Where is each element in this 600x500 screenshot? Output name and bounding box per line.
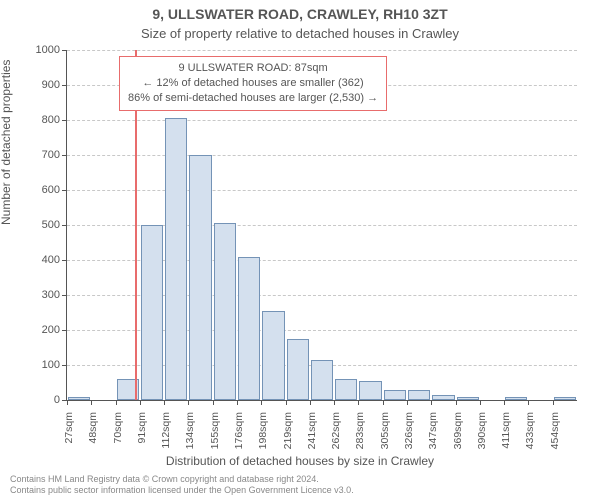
histogram-bar <box>554 397 576 400</box>
histogram-bar <box>238 257 260 401</box>
xtick-label: 219sqm <box>282 412 294 472</box>
ytick-mark <box>62 190 67 191</box>
xtick-mark <box>358 400 359 405</box>
xtick-label: 283sqm <box>354 412 366 472</box>
xtick-label: 27sqm <box>63 412 75 472</box>
xtick-mark <box>116 400 117 405</box>
xtick-mark <box>480 400 481 405</box>
ytick-mark <box>62 50 67 51</box>
xtick-mark <box>383 400 384 405</box>
ytick-label: 300 <box>10 289 60 301</box>
xtick-label: 91sqm <box>136 412 148 472</box>
xtick-label: 347sqm <box>427 412 439 472</box>
xtick-label: 155sqm <box>209 412 221 472</box>
histogram-bar <box>384 390 406 401</box>
gridline <box>67 120 577 121</box>
xtick-mark <box>431 400 432 405</box>
xtick-label: 326sqm <box>403 412 415 472</box>
ytick-label: 1000 <box>10 44 60 56</box>
histogram-bar <box>408 390 430 401</box>
xtick-mark <box>91 400 92 405</box>
xtick-label: 262sqm <box>330 412 342 472</box>
info-box: 9 ULLSWATER ROAD: 87sqm ← 12% of detache… <box>119 56 387 111</box>
histogram-bar <box>505 397 527 401</box>
xtick-mark <box>286 400 287 405</box>
ytick-label: 400 <box>10 254 60 266</box>
histogram-bar <box>141 225 163 400</box>
attribution-line: Contains public sector information licen… <box>10 485 354 496</box>
histogram-bar <box>335 379 357 400</box>
ytick-label: 700 <box>10 149 60 161</box>
histogram-bar <box>165 118 187 400</box>
xtick-mark <box>164 400 165 405</box>
info-line: 9 ULLSWATER ROAD: 87sqm <box>128 61 378 76</box>
chart-plot-area: 9 ULLSWATER ROAD: 87sqm ← 12% of detache… <box>66 50 577 401</box>
histogram-bar <box>432 395 454 400</box>
xtick-mark <box>553 400 554 405</box>
xtick-mark <box>504 400 505 405</box>
ytick-label: 600 <box>10 184 60 196</box>
attribution-line: Contains HM Land Registry data © Crown c… <box>10 474 354 485</box>
histogram-bar <box>457 397 479 400</box>
page-title: 9, ULLSWATER ROAD, CRAWLEY, RH10 3ZT <box>0 6 600 22</box>
histogram-bar <box>68 397 90 401</box>
gridline <box>67 50 577 51</box>
histogram-bar <box>262 311 284 400</box>
xtick-mark <box>188 400 189 405</box>
ytick-label: 900 <box>10 79 60 91</box>
xtick-label: 198sqm <box>257 412 269 472</box>
info-line: ← 12% of detached houses are smaller (36… <box>128 76 378 91</box>
xtick-label: 411sqm <box>500 412 512 472</box>
xtick-mark <box>261 400 262 405</box>
histogram-bar <box>189 155 211 400</box>
histogram-bar <box>359 381 381 400</box>
xtick-mark <box>310 400 311 405</box>
attribution-text: Contains HM Land Registry data © Crown c… <box>10 474 354 497</box>
histogram-bar <box>287 339 309 400</box>
ytick-mark <box>62 155 67 156</box>
ytick-label: 200 <box>10 324 60 336</box>
ytick-mark <box>62 85 67 86</box>
ytick-label: 0 <box>10 394 60 406</box>
chart-subtitle: Size of property relative to detached ho… <box>0 26 600 41</box>
xtick-label: 390sqm <box>476 412 488 472</box>
ytick-label: 500 <box>10 219 60 231</box>
histogram-bar <box>214 223 236 400</box>
xtick-label: 433sqm <box>524 412 536 472</box>
xtick-mark <box>67 400 68 405</box>
xtick-mark <box>528 400 529 405</box>
xtick-label: 112sqm <box>160 412 172 472</box>
ytick-label: 800 <box>10 114 60 126</box>
xtick-label: 369sqm <box>452 412 464 472</box>
ytick-mark <box>62 120 67 121</box>
ytick-mark <box>62 295 67 296</box>
ytick-mark <box>62 330 67 331</box>
gridline <box>67 190 577 191</box>
xtick-label: 241sqm <box>306 412 318 472</box>
xtick-mark <box>140 400 141 405</box>
xtick-mark <box>407 400 408 405</box>
xtick-mark <box>237 400 238 405</box>
ytick-label: 100 <box>10 359 60 371</box>
info-line: 86% of semi-detached houses are larger (… <box>128 91 378 106</box>
ytick-mark <box>62 365 67 366</box>
ytick-mark <box>62 225 67 226</box>
xtick-mark <box>334 400 335 405</box>
xtick-label: 454sqm <box>549 412 561 472</box>
histogram-bar <box>311 360 333 400</box>
xtick-mark <box>456 400 457 405</box>
xtick-label: 305sqm <box>379 412 391 472</box>
xtick-label: 70sqm <box>112 412 124 472</box>
xtick-label: 48sqm <box>87 412 99 472</box>
xtick-label: 134sqm <box>184 412 196 472</box>
ytick-mark <box>62 260 67 261</box>
gridline <box>67 155 577 156</box>
xtick-label: 176sqm <box>233 412 245 472</box>
xtick-mark <box>213 400 214 405</box>
